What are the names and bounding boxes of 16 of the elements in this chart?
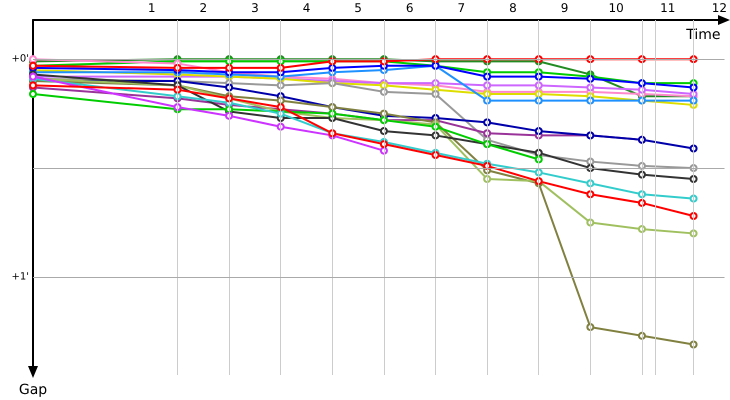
x-tick-label: 9 — [560, 1, 568, 15]
x-tick-label: 10 — [608, 1, 624, 15]
y-axis-title: Gap — [18, 382, 48, 398]
x-tick-label: 6 — [406, 1, 414, 15]
y-tick-label: +1' — [12, 271, 29, 282]
x-tick-label: 3 — [251, 1, 259, 15]
x-tick-label: 7 — [458, 1, 466, 15]
x-tick-label: 12 — [712, 1, 728, 15]
x-tick-label: 8 — [509, 1, 517, 15]
x-tick-label: 2 — [199, 1, 208, 15]
x-tick-label: 5 — [354, 1, 362, 15]
y-tick-label: +0' — [12, 54, 29, 65]
x-tick-label: 4 — [302, 1, 310, 15]
x-tick-label: 11 — [660, 1, 676, 15]
x-tick-label: 1 — [148, 1, 156, 15]
x-axis-title: Time — [685, 27, 721, 43]
